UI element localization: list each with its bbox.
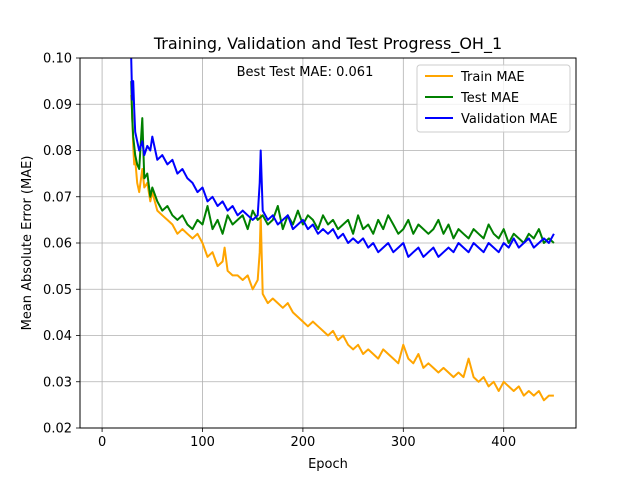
x-axis-ticks: 0 100 200 300 400 <box>98 428 516 450</box>
legend-label-train-mae: Train MAE <box>460 70 525 85</box>
legend-label-test-mae: Test MAE <box>460 91 519 106</box>
y-tick-label: 0.04 <box>43 329 72 344</box>
y-axis-ticks: 0.02 0.03 0.04 0.05 0.06 0.07 0.08 0.09 0.10 <box>43 52 80 437</box>
x-tick-label: 100 <box>190 435 215 450</box>
y-tick-label: 0.05 <box>43 283 72 298</box>
legend-label-validation-mae: Validation MAE <box>461 112 558 127</box>
series-line-train-mae <box>130 94 554 402</box>
y-axis-label: Mean Absolute Error (MAE) <box>20 156 35 331</box>
chart-title: Training, Validation and Test Progress_O… <box>153 34 502 54</box>
x-tick-label: 400 <box>491 435 516 450</box>
series-line-validation-mae <box>130 58 555 258</box>
legend-box <box>416 64 571 133</box>
plot-lines <box>130 58 555 402</box>
y-tick-label: 0.10 <box>43 52 72 67</box>
legend: Train MAE Test MAE Validation MAE <box>416 64 571 133</box>
x-tick-label: 0 <box>98 435 106 450</box>
x-tick-label: 300 <box>391 435 416 450</box>
x-tick-label: 200 <box>290 435 315 450</box>
x-axis-label: Epoch <box>308 457 348 472</box>
y-tick-label: 0.07 <box>43 190 72 205</box>
y-tick-label: 0.06 <box>43 237 72 252</box>
best-test-mae-annotation: Best Test MAE: 0.061 <box>237 65 374 80</box>
y-tick-label: 0.09 <box>43 98 72 113</box>
series-line-test-mae <box>130 81 555 244</box>
y-tick-label: 0.02 <box>43 422 72 437</box>
y-tick-label: 0.03 <box>43 375 72 390</box>
y-tick-label: 0.08 <box>43 144 72 159</box>
